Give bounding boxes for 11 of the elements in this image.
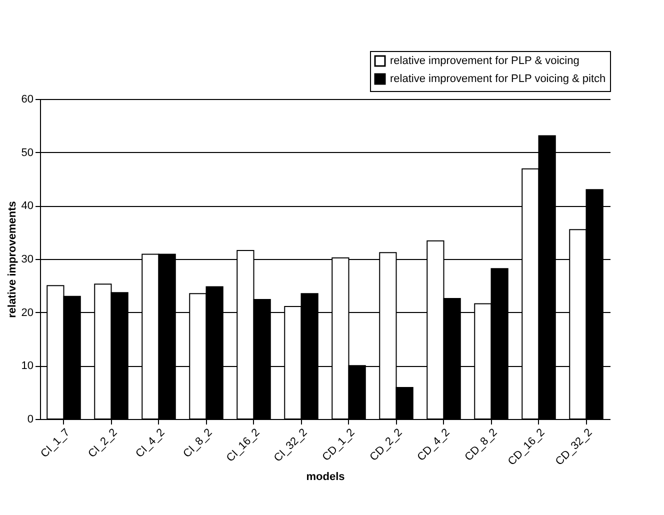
- legend-label: relative improvement for PLP voicing & pitch: [390, 73, 606, 85]
- y-axis-title: relative improvements: [6, 201, 18, 318]
- y-tick-label: 10: [21, 360, 34, 372]
- y-tick-label: 60: [21, 94, 34, 106]
- x-axis-title: models: [306, 471, 345, 484]
- y-tick-label: 20: [21, 306, 34, 319]
- legend-label: relative improvement for PLP & voicing: [390, 55, 580, 67]
- y-tick-label: 0: [27, 414, 34, 426]
- y-tick-label: 30: [21, 254, 34, 266]
- y-tick-label: 50: [21, 146, 34, 159]
- y-tick-label: 40: [21, 200, 34, 212]
